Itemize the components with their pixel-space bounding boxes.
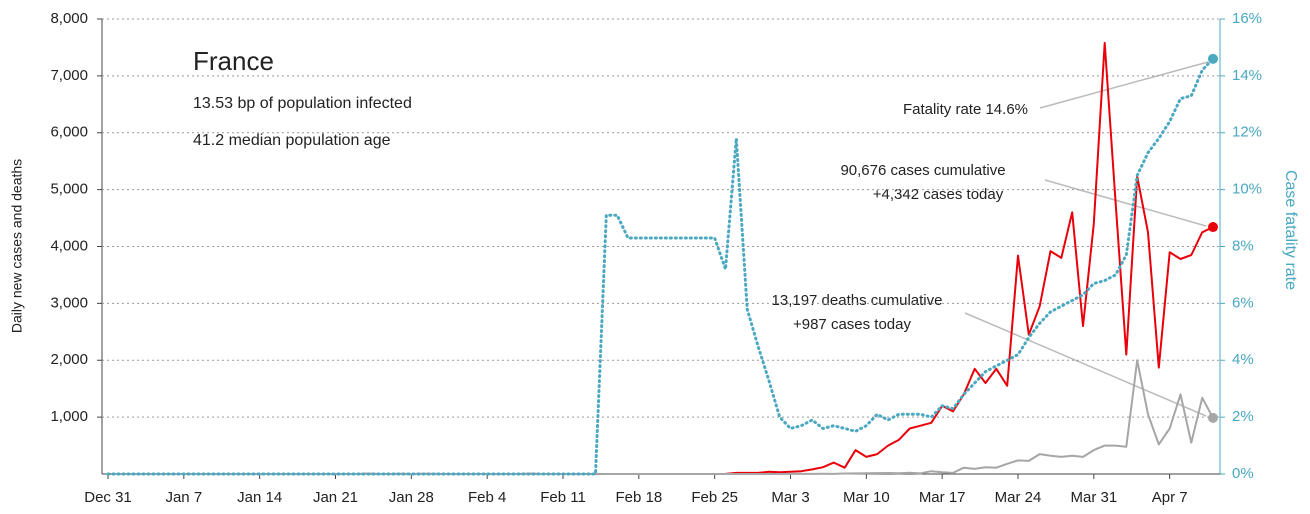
annotation: +4,342 cases today (873, 186, 1004, 203)
y2-tick-label: 10% (1232, 181, 1262, 198)
x-tick-label: Apr 7 (1152, 489, 1188, 506)
leader-line (1044, 179, 1207, 227)
chart-title: France (193, 46, 274, 76)
x-tick-label: Feb 4 (468, 489, 506, 506)
x-tick-label: Jan 7 (165, 489, 202, 506)
y2-tick-label: 0% (1232, 465, 1254, 482)
y-tick-label: 6,000 (50, 124, 88, 141)
subtitle: 41.2 median population age (193, 132, 391, 149)
leader-line (964, 312, 1207, 417)
x-tick-label: Jan 21 (313, 489, 358, 506)
series-line (106, 57, 1215, 476)
y2-tick-label: 12% (1232, 124, 1262, 141)
y2-tick-label: 16% (1232, 10, 1262, 27)
x-tick-label: Mar 31 (1070, 489, 1117, 506)
y-tick-label: 7,000 (50, 67, 88, 84)
x-tick-label: Mar 24 (995, 489, 1042, 506)
x-tick-label: Mar 17 (919, 489, 966, 506)
annotation: +987 cases today (793, 316, 912, 333)
leader-line (1039, 61, 1209, 109)
x-tick-label: Feb 11 (540, 489, 586, 506)
x-tick-label: Feb 25 (691, 489, 738, 506)
y2-tick-label: 4% (1232, 351, 1254, 368)
y-tick-label: 1,000 (50, 408, 88, 425)
y2-tick-label: 2% (1232, 408, 1254, 425)
y-tick-label: 5,000 (50, 181, 88, 198)
annotation: Fatality rate 14.6% (903, 101, 1028, 118)
x-tick-label: Dec 31 (84, 489, 132, 506)
y-tick-label: 8,000 (50, 10, 88, 27)
x-tick-label: Mar 3 (771, 489, 809, 506)
end-point (1208, 53, 1218, 64)
x-tick-label: Feb 18 (615, 489, 662, 506)
end-point (1208, 412, 1218, 423)
y-tick-label: 3,000 (50, 294, 88, 311)
subtitle: 13.53 bp of population infected (193, 95, 412, 112)
y2-axis-title: Case fatality rate (1282, 170, 1299, 290)
x-tick-label: Jan 28 (389, 489, 434, 506)
y2-tick-label: 14% (1232, 67, 1262, 84)
y-tick-label: 4,000 (50, 237, 88, 254)
x-tick-label: Jan 14 (237, 489, 282, 506)
annotation: 13,197 deaths cumulative (772, 292, 943, 309)
y-axis-title: Daily new cases and deaths (9, 159, 25, 333)
y-tick-label: 2,000 (50, 351, 88, 368)
y2-tick-label: 6% (1232, 294, 1254, 311)
y2-tick-label: 8% (1232, 237, 1254, 254)
x-tick-label: Mar 10 (843, 489, 890, 506)
end-point (1208, 222, 1218, 233)
annotation: 90,676 cases cumulative (840, 162, 1005, 179)
